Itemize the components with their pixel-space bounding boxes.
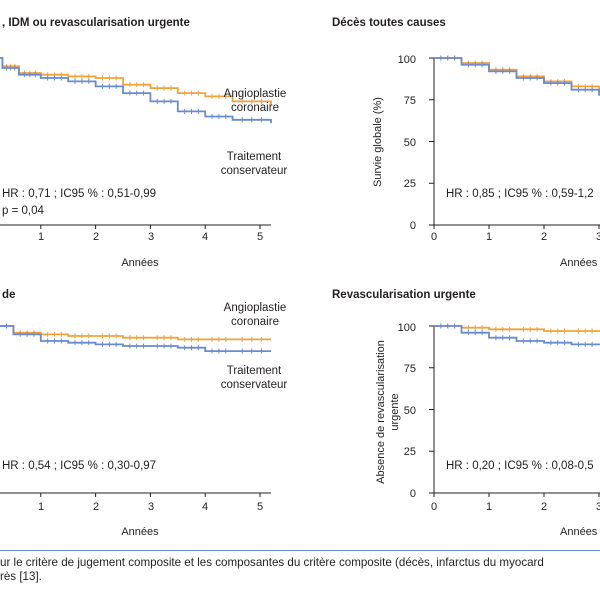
panel-d-title: Revascularisation urgente bbox=[332, 289, 476, 301]
panel-a-angioplasty-label-2: coronaire bbox=[231, 102, 279, 114]
panel-b-title: Décès toutes causes bbox=[332, 17, 446, 29]
panel-d-xlabel: Années bbox=[560, 526, 598, 538]
panel-b-ytick-75: 75 bbox=[404, 95, 416, 107]
panel-d-ylabel-2: urgente bbox=[389, 393, 401, 430]
panel-d-xtick-0: 0 bbox=[431, 501, 437, 513]
panel-c: de Angioplastie coronaire Traitement con… bbox=[0, 289, 287, 538]
panel-d-ytick-50: 50 bbox=[404, 405, 416, 417]
panel-b-ytick-0: 0 bbox=[410, 220, 416, 232]
panel-c-xlabel: Années bbox=[121, 526, 159, 538]
panel-d-xtick-2: 2 bbox=[541, 501, 547, 513]
panel-b-xtick-0: 0 bbox=[431, 231, 437, 243]
panel-b: Décès toutes causes 100 75 50 25 0 Survi… bbox=[332, 17, 600, 269]
panel-a-series-conservative-line bbox=[0, 57, 272, 124]
panel-a-hr: HR : 0,71 ; IC95 % : 0,51-0,99 bbox=[2, 188, 156, 200]
panel-a-plot bbox=[0, 57, 272, 229]
figure-caption: ur le critère de jugement composite et l… bbox=[0, 556, 600, 584]
panel-c-angioplasty-label-2: coronaire bbox=[231, 316, 279, 328]
panel-d-ylabel-1: Absence de revascularisation bbox=[375, 340, 387, 484]
panel-c-conservative-label-2: conservateur bbox=[221, 379, 288, 391]
panel-c-hr: HR : 0,54 ; IC95 % : 0,30-0,97 bbox=[2, 460, 156, 472]
panel-d-ytick-0: 0 bbox=[410, 488, 416, 500]
panel-d-hr: HR : 0,20 ; IC95 % : 0,08-0,5 bbox=[446, 460, 594, 472]
panel-a: , IDM ou revascularisation urgente Angio… bbox=[0, 17, 287, 269]
panel-c-title: de bbox=[2, 289, 15, 301]
panel-d: Revascularisation urgente 100 75 50 25 0… bbox=[332, 289, 600, 538]
panel-a-xtick-2: 2 bbox=[93, 231, 99, 243]
panel-d-ytick-25: 25 bbox=[404, 446, 416, 458]
panel-b-ytick-50: 50 bbox=[404, 137, 416, 149]
panel-c-xtick-5: 5 bbox=[257, 501, 263, 513]
panel-a-conservative-label-2: conservateur bbox=[221, 165, 288, 177]
panel-a-angioplasty-label-1: Angioplastie bbox=[224, 88, 287, 100]
panel-c-xtick-3: 3 bbox=[148, 501, 154, 513]
panel-c-xtick-4: 4 bbox=[202, 501, 208, 513]
panel-d-ytick-100: 100 bbox=[398, 322, 416, 334]
panel-c-plot bbox=[0, 323, 271, 497]
panel-c-angioplasty-label-1: Angioplastie bbox=[224, 302, 287, 314]
panel-b-xtick-3: 3 bbox=[596, 231, 600, 243]
panel-b-xlabel: Années bbox=[560, 257, 598, 269]
panel-b-xtick-2: 2 bbox=[541, 231, 547, 243]
caption-rule bbox=[0, 550, 600, 551]
panel-d-plot bbox=[429, 323, 600, 497]
panel-a-p: p = 0,04 bbox=[2, 205, 44, 217]
panel-d-ytick-75: 75 bbox=[404, 363, 416, 375]
panel-c-conservative-label-1: Traitement bbox=[227, 365, 282, 377]
caption-line-1: ur le critère de jugement composite et l… bbox=[0, 556, 544, 569]
panel-a-conservative-label-1: Traitement bbox=[227, 151, 282, 163]
panel-a-xtick-3: 3 bbox=[148, 231, 154, 243]
caption-line-2: rès [13]. bbox=[0, 570, 42, 583]
panel-b-ytick-25: 25 bbox=[404, 178, 416, 190]
panel-b-xtick-1: 1 bbox=[486, 231, 492, 243]
panel-a-xlabel: Années bbox=[121, 257, 159, 269]
panel-c-xtick-2: 2 bbox=[93, 501, 99, 513]
panel-a-title: , IDM ou revascularisation urgente bbox=[2, 17, 190, 29]
panel-b-hr: HR : 0,85 ; IC95 % : 0,59-1,2 bbox=[446, 188, 594, 200]
panel-d-xtick-3: 3 bbox=[596, 501, 600, 513]
panel-a-xtick-5: 5 bbox=[257, 231, 263, 243]
panel-b-ylabel: Survie globale (%) bbox=[372, 97, 384, 187]
panel-a-xtick-4: 4 bbox=[202, 231, 208, 243]
panel-a-xtick-1: 1 bbox=[38, 231, 44, 243]
panel-b-ytick-100: 100 bbox=[398, 54, 416, 66]
panel-c-xtick-1: 1 bbox=[38, 501, 44, 513]
panel-b-plot bbox=[429, 55, 600, 229]
panel-b-series-conservative-line bbox=[434, 57, 600, 96]
panel-d-xtick-1: 1 bbox=[486, 501, 492, 513]
